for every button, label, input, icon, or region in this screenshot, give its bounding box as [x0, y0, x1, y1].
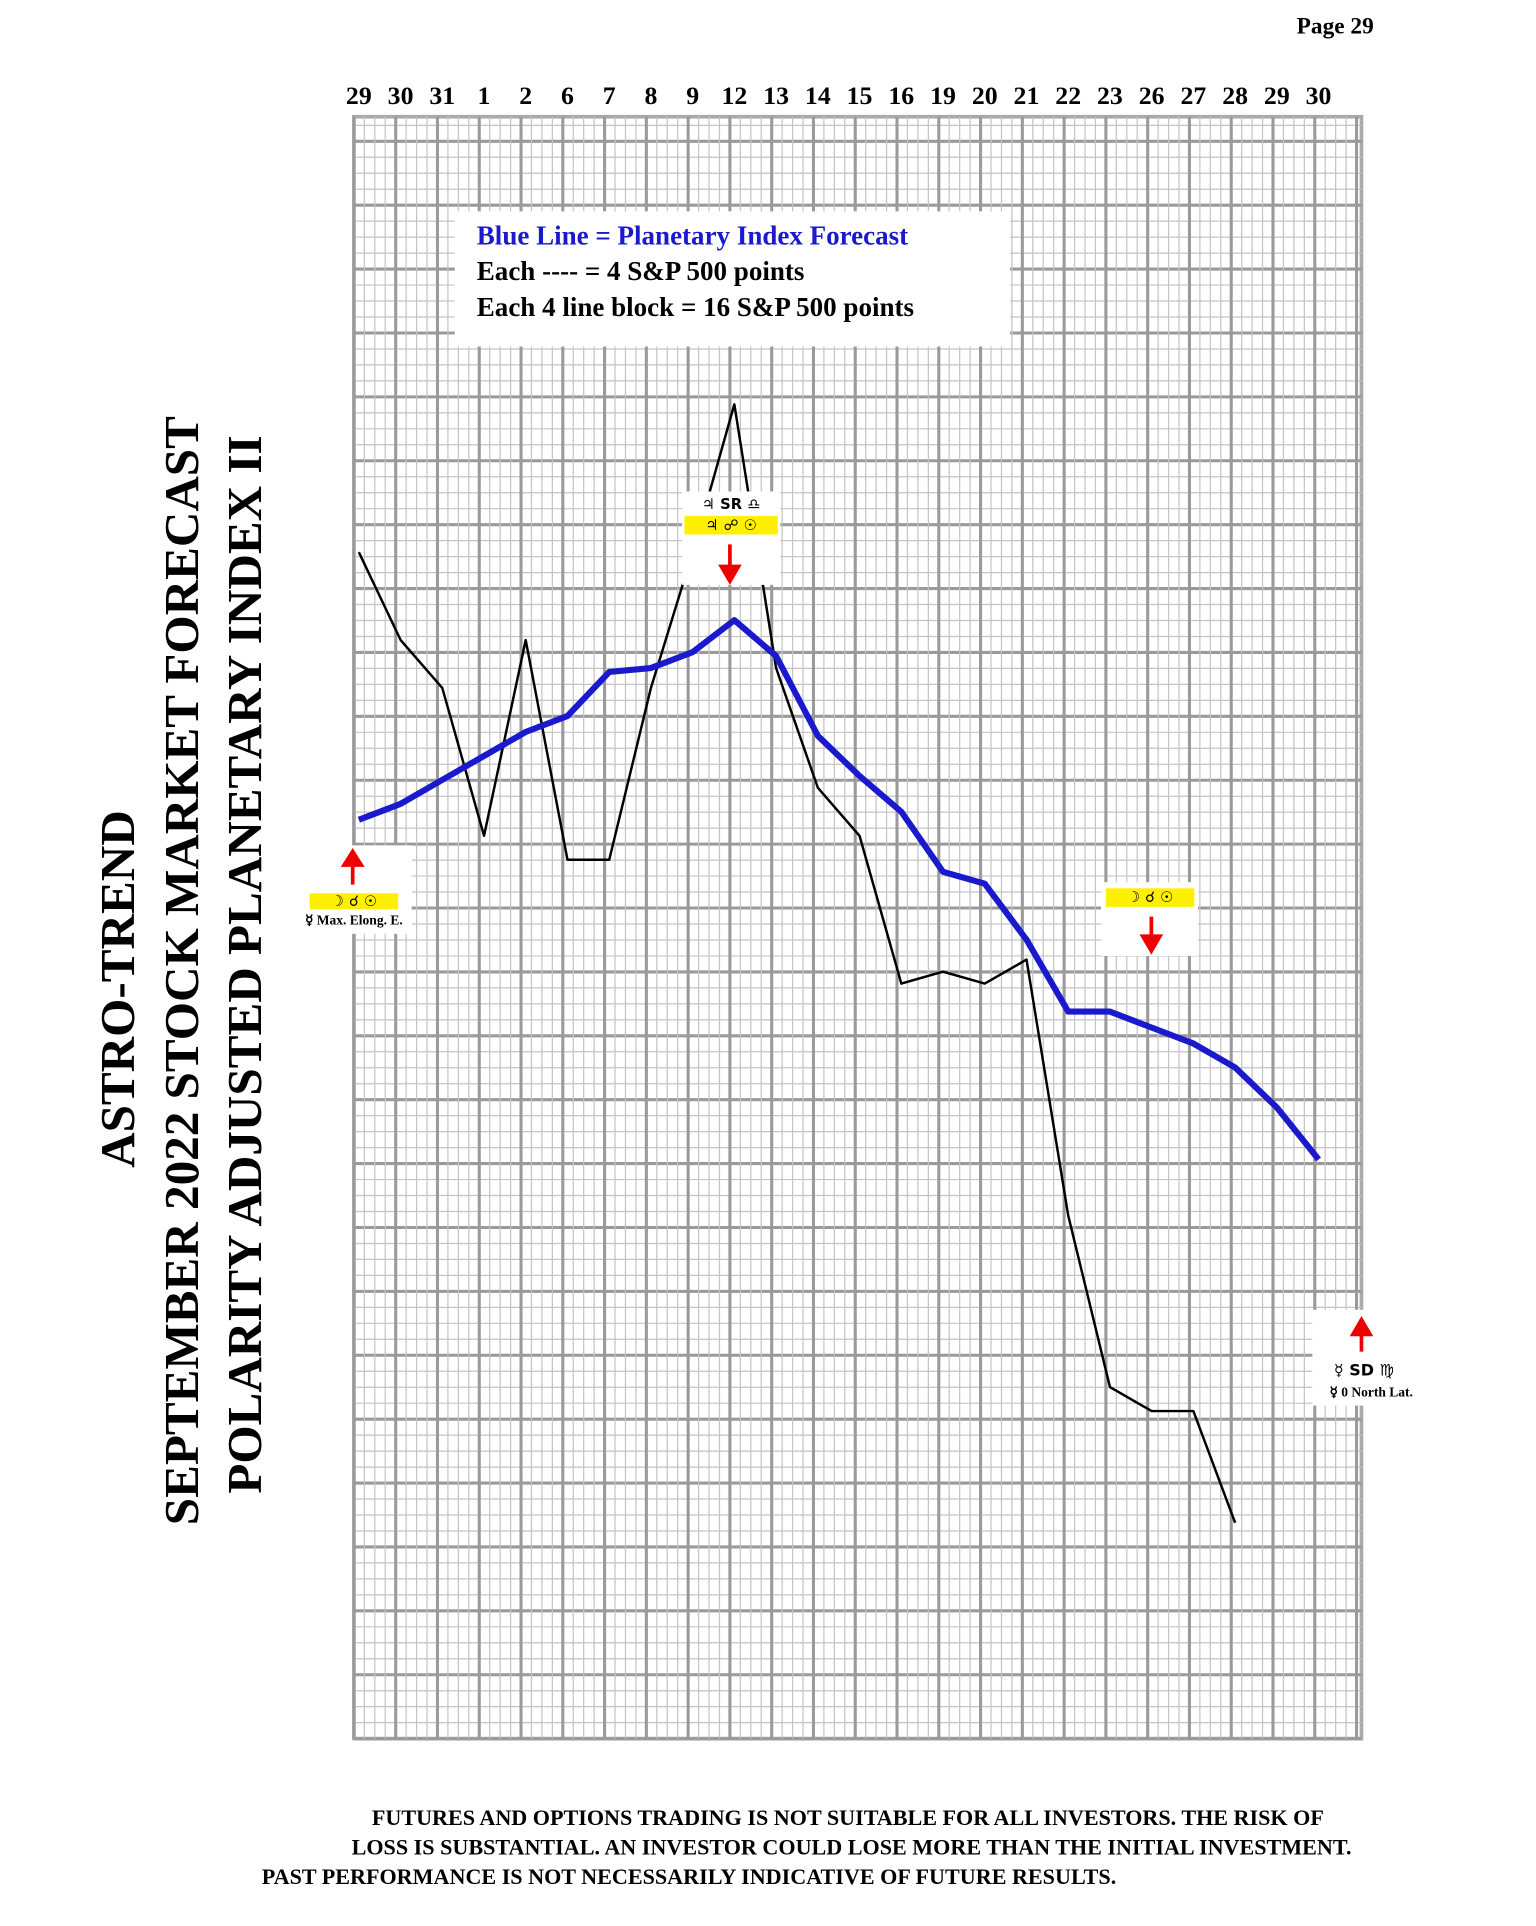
x-tick-label: 28 — [1222, 81, 1248, 110]
x-tick-label: 1 — [478, 81, 491, 110]
highlight — [1105, 888, 1195, 907]
x-tick-label: 9 — [686, 81, 699, 110]
legend-text: Blue Line = Planetary Index Forecast — [477, 221, 908, 251]
x-tick-label: 14 — [805, 81, 831, 110]
highlight — [684, 516, 778, 535]
annotation-symbols: ☽ ☌ ☉ — [331, 893, 378, 910]
annotation-box — [1312, 1309, 1428, 1406]
footer-line: PAST PERFORMANCE IS NOT NECESSARILY INDI… — [262, 1864, 1116, 1889]
plot — [357, 403, 1321, 1524]
x-tick-label: 31 — [429, 81, 455, 110]
annotation-symbols: ☿ SD ♍ — [1334, 1361, 1394, 1380]
annotation-symbols: ♃ SR ♎ — [702, 496, 761, 513]
x-tick-label: 29 — [346, 81, 372, 110]
x-tick-label: 21 — [1014, 81, 1040, 110]
x-tick-label: 27 — [1180, 81, 1206, 110]
legend-text: Each ---- = 4 S&P 500 points — [477, 256, 805, 286]
footer-line: LOSS IS SUBSTANTIAL. AN INVESTOR COULD L… — [352, 1834, 1352, 1859]
x-tick-label: 16 — [888, 81, 914, 110]
x-tick-label: 20 — [972, 81, 998, 110]
page-number: Page 29 — [1297, 14, 1374, 40]
x-tick-label: 30 — [1306, 81, 1332, 110]
x-tick-label: 7 — [603, 81, 616, 110]
title-line: ASTRO-TREND — [90, 810, 145, 1168]
footer-line: FUTURES AND OPTIONS TRADING IS NOT SUITA… — [372, 1805, 1324, 1830]
annotation-symbols: ☽ ☌ ☉ — [1127, 889, 1174, 906]
annotations: ☽ ☌ ☉ ☿ Max. Elong. E. ♃ SR ♎ ♃ ☍ ☉ ☽ ☌ … — [294, 491, 1428, 1406]
x-tick-label: 13 — [763, 81, 789, 110]
title-line: SEPTEMBER 2022 STOCK MARKET FORECAST — [154, 416, 209, 1525]
arrow — [340, 848, 365, 885]
highlight — [309, 893, 399, 910]
arrow — [718, 544, 742, 585]
x-tick-label: 29 — [1264, 81, 1290, 110]
series-line — [357, 617, 1321, 1162]
grid — [352, 114, 1364, 1741]
x-tick-label: 22 — [1055, 81, 1081, 110]
x-tick-label: 12 — [721, 81, 747, 110]
x-tick-label: 30 — [388, 81, 414, 110]
x-tick-label: 8 — [644, 81, 657, 110]
x-tick-label: 26 — [1139, 81, 1165, 110]
arrow — [1139, 916, 1164, 955]
annotation-symbols: ♃ ☍ ☉ — [705, 517, 757, 534]
series-line — [357, 403, 1237, 1524]
x-tick-label: 2 — [519, 81, 532, 110]
x-tick-label: 23 — [1097, 81, 1123, 110]
annotation-note: ☿ 0 North Lat. — [1330, 1384, 1413, 1399]
x-tick-label: 15 — [847, 81, 873, 110]
title-line: POLARITY ADJUSTED PLANETARY INDEX II — [217, 435, 272, 1493]
x-tick-label: 6 — [561, 81, 574, 110]
legend-text: Each 4 line block = 16 S&P 500 points — [477, 292, 914, 322]
arrow — [1349, 1315, 1374, 1352]
legend-box — [454, 211, 1011, 347]
x-tick-label: 19 — [930, 81, 956, 110]
annotation-note: ☿ Max. Elong. E. — [305, 913, 403, 928]
